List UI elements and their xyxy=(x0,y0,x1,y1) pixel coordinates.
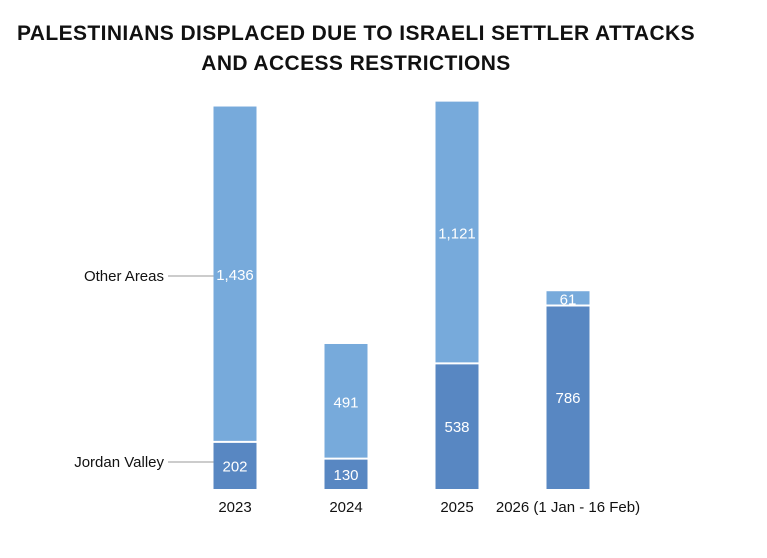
x-tick-label-2023: 2023 xyxy=(218,499,251,516)
bar-jordan-valley-2025 xyxy=(435,363,479,489)
x-tick-label-2024: 2024 xyxy=(329,499,362,516)
x-tick-label-2026-1-jan-16-feb: 2026 (1 Jan - 16 Feb) xyxy=(496,499,640,516)
legend-label-other-areas: Other Areas xyxy=(84,268,164,285)
data-label-other-areas-2025: 1,121 xyxy=(438,226,476,243)
x-tick-label-2025: 2025 xyxy=(440,499,473,516)
bar-other-areas-2026-1-jan-16-feb xyxy=(546,291,590,306)
data-label-other-areas-2023: 1,436 xyxy=(216,267,254,284)
bar-other-areas-2023 xyxy=(213,106,257,442)
legend-label-jordan-valley: Jordan Valley xyxy=(74,454,164,471)
data-label-jordan-valley-2026-1-jan-16-feb: 786 xyxy=(555,390,580,407)
chart-title-line-1: PALESTINIANS DISPLACED DUE TO ISRAELI SE… xyxy=(16,22,696,45)
bar-other-areas-2025 xyxy=(435,101,479,364)
data-label-jordan-valley-2023: 202 xyxy=(222,458,247,475)
data-label-other-areas-2024: 491 xyxy=(333,394,358,411)
bar-jordan-valley-2023 xyxy=(213,441,257,489)
data-label-other-areas-2026-1-jan-16-feb: 61 xyxy=(560,291,577,308)
chart-title-line-2: AND ACCESS RESTRICTIONS xyxy=(201,52,511,75)
data-label-jordan-valley-2024: 130 xyxy=(333,467,358,484)
bar-other-areas-2024 xyxy=(324,343,368,459)
bar-jordan-valley-2024 xyxy=(324,458,368,489)
data-label-jordan-valley-2025: 538 xyxy=(444,419,469,436)
bar-jordan-valley-2026-1-jan-16-feb xyxy=(546,305,590,489)
